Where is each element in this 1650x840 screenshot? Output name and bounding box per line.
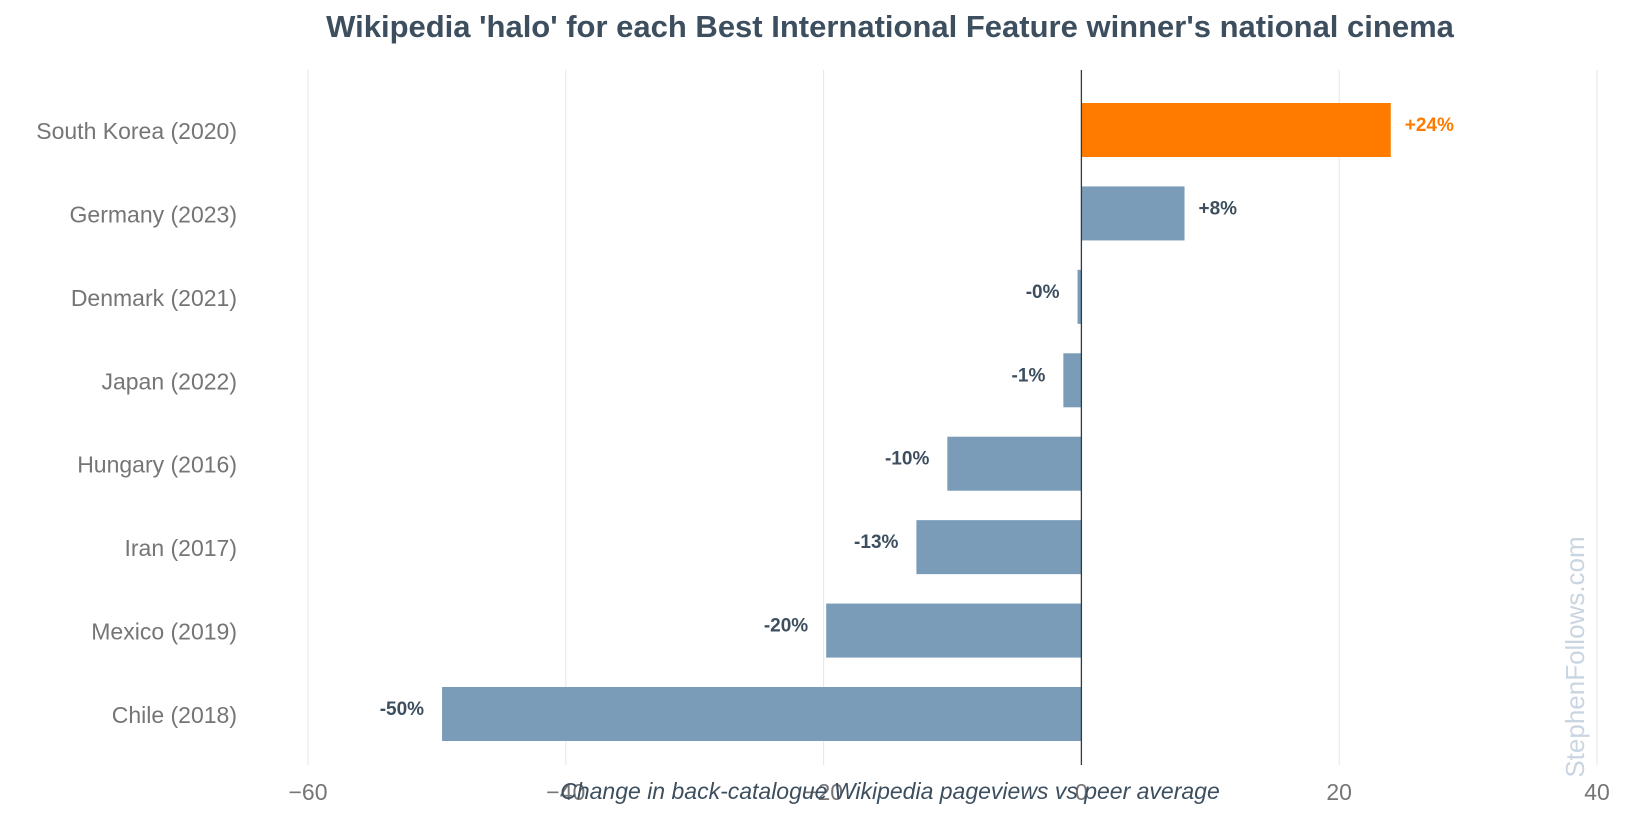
- chart-title: Wikipedia 'halo' for each Best Internati…: [326, 9, 1455, 44]
- category-label: Iran (2017): [124, 535, 237, 561]
- bar-value-label: -20%: [764, 616, 808, 637]
- bar: [1077, 269, 1082, 324]
- bar-value-label: -10%: [885, 449, 929, 470]
- bar-value-label: +24%: [1405, 115, 1454, 136]
- bar-value-label: +8%: [1199, 198, 1238, 219]
- category-label: Japan (2022): [101, 368, 237, 394]
- bar: [1063, 353, 1082, 408]
- category-label: Germany (2023): [70, 201, 237, 227]
- category-labels: South Korea (2020) Germany (2023) Denmark …: [36, 118, 237, 728]
- bar: [826, 603, 1082, 658]
- x-tick-label: −20: [804, 779, 843, 805]
- category-label: South Korea (2020): [36, 118, 237, 144]
- x-axis-label: Change in back-catalogue Wikipedia pagev…: [560, 778, 1220, 804]
- value-labels: +24% +8% -0% -1% -10% -13% -20% -50%: [380, 115, 1454, 720]
- bar: [1081, 186, 1185, 241]
- bar: [916, 520, 1082, 575]
- x-tick-label: −40: [546, 779, 585, 805]
- grid-lines: [307, 70, 1598, 765]
- category-label: Denmark (2021): [71, 285, 237, 311]
- x-tick-label: 0: [1075, 779, 1088, 805]
- x-tick-label: −60: [288, 779, 327, 805]
- x-axis-ticks: −60 −40 −20 0 20 40: [288, 779, 1609, 805]
- bar: [442, 687, 1082, 741]
- bar: [1081, 103, 1391, 157]
- x-tick-label: 40: [1584, 779, 1610, 805]
- category-label: Chile (2018): [112, 702, 237, 728]
- bar-value-label: -1%: [1012, 365, 1046, 386]
- x-tick-label: 20: [1326, 779, 1352, 805]
- category-label: Hungary (2016): [77, 452, 237, 478]
- bars: [442, 103, 1391, 741]
- bar-value-label: -13%: [854, 532, 898, 553]
- bar-value-label: -50%: [380, 699, 424, 720]
- category-label: Mexico (2019): [91, 619, 237, 645]
- bar-value-label: -0%: [1026, 282, 1060, 303]
- watermark: StephenFollows.com: [1560, 536, 1590, 777]
- bar: [947, 436, 1082, 491]
